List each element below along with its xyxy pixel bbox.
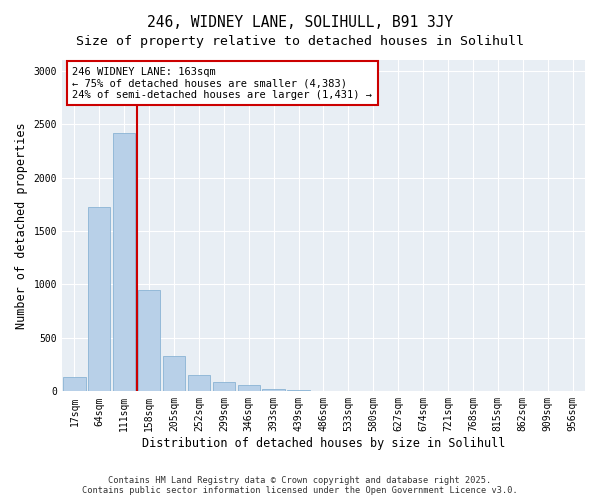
Bar bbox=[262, 388, 285, 392]
Bar bbox=[63, 378, 86, 392]
Bar bbox=[88, 208, 110, 392]
Bar bbox=[312, 391, 335, 392]
Text: 246 WIDNEY LANE: 163sqm
← 75% of detached houses are smaller (4,383)
24% of semi: 246 WIDNEY LANE: 163sqm ← 75% of detache… bbox=[73, 66, 373, 100]
Bar bbox=[212, 382, 235, 392]
X-axis label: Distribution of detached houses by size in Solihull: Distribution of detached houses by size … bbox=[142, 437, 505, 450]
Bar bbox=[163, 356, 185, 392]
Text: 246, WIDNEY LANE, SOLIHULL, B91 3JY: 246, WIDNEY LANE, SOLIHULL, B91 3JY bbox=[147, 15, 453, 30]
Bar bbox=[238, 386, 260, 392]
Bar bbox=[138, 290, 160, 392]
Bar bbox=[287, 390, 310, 392]
Y-axis label: Number of detached properties: Number of detached properties bbox=[15, 122, 28, 329]
Bar bbox=[113, 132, 136, 392]
Text: Contains HM Land Registry data © Crown copyright and database right 2025.
Contai: Contains HM Land Registry data © Crown c… bbox=[82, 476, 518, 495]
Text: Size of property relative to detached houses in Solihull: Size of property relative to detached ho… bbox=[76, 35, 524, 48]
Bar bbox=[188, 376, 210, 392]
